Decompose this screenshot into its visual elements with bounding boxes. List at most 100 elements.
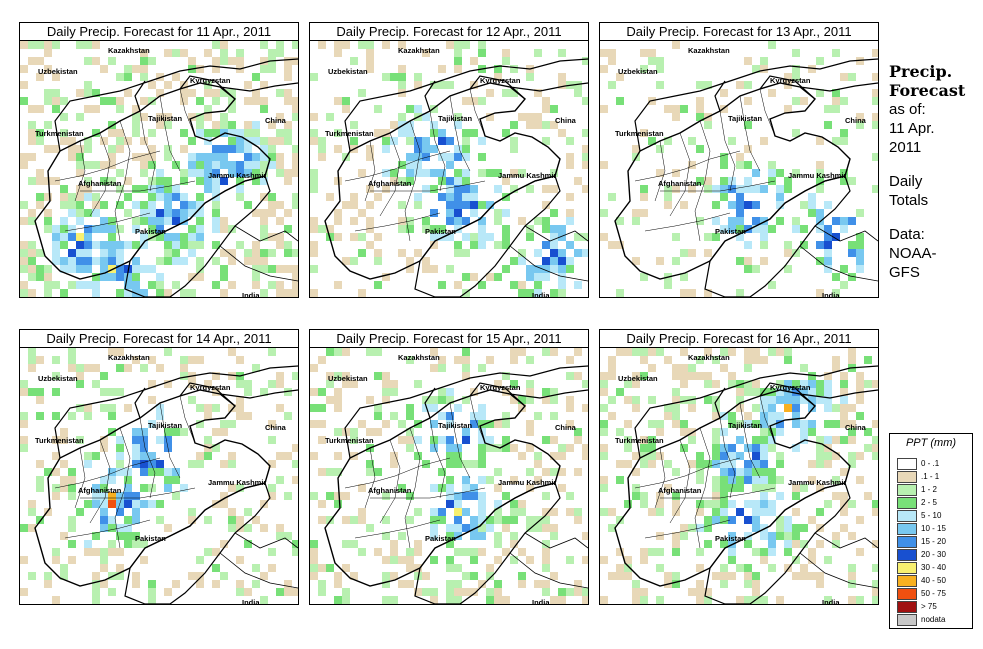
precip-cell	[212, 388, 220, 396]
precip-cell	[284, 265, 292, 273]
precip-cell	[164, 380, 172, 388]
precip-cell	[212, 169, 220, 177]
precip-cell	[268, 420, 276, 428]
precip-cell	[502, 492, 510, 500]
precip-cell	[864, 492, 872, 500]
precip-cell	[430, 508, 438, 516]
precip-cell	[728, 572, 736, 580]
precip-cell	[124, 500, 132, 508]
precip-cell	[696, 580, 704, 588]
precip-cell	[550, 596, 558, 604]
precip-cell	[28, 249, 36, 257]
precip-cell	[260, 193, 268, 201]
precip-cell	[672, 420, 680, 428]
precip-cell	[550, 412, 558, 420]
precip-cell	[390, 169, 398, 177]
precip-cell	[736, 476, 744, 484]
precip-cell	[292, 41, 298, 49]
precip-cell	[454, 185, 462, 193]
precip-cell	[848, 348, 856, 356]
precip-cell	[68, 137, 76, 145]
precip-cell	[656, 508, 664, 516]
precip-cell	[276, 265, 284, 273]
precip-cell	[204, 169, 212, 177]
precip-cell	[510, 257, 518, 265]
precip-cell	[438, 81, 446, 89]
precip-cell	[816, 396, 824, 404]
precip-cell	[92, 580, 100, 588]
precip-cell	[856, 452, 864, 460]
precip-cell	[640, 556, 648, 564]
precip-cell	[696, 468, 704, 476]
precip-cell	[276, 153, 284, 161]
precip-cell	[60, 436, 68, 444]
precip-cell	[792, 217, 800, 225]
precip-cell	[148, 217, 156, 225]
precip-cell	[68, 412, 76, 420]
precip-cell	[100, 556, 108, 564]
precip-cell	[116, 105, 124, 113]
precip-cell	[124, 177, 132, 185]
precip-cell	[252, 137, 260, 145]
precip-cell	[728, 380, 736, 388]
precip-cell	[228, 169, 236, 177]
regional-border	[634, 58, 878, 152]
precip-cell	[180, 49, 188, 57]
map-label: India	[532, 291, 550, 297]
precip-cell	[406, 177, 414, 185]
precip-cell	[550, 105, 558, 113]
precip-cell	[108, 548, 116, 556]
precip-cell	[52, 241, 60, 249]
precip-cell	[856, 476, 864, 484]
precip-cell	[116, 436, 124, 444]
precip-cell	[228, 137, 236, 145]
precip-cell	[140, 57, 148, 65]
precip-cell	[752, 588, 760, 596]
precip-cell	[494, 556, 502, 564]
precip-cell	[494, 420, 502, 428]
precip-cell	[382, 137, 390, 145]
precip-cell	[430, 596, 438, 604]
precip-cell	[502, 412, 510, 420]
precip-cell	[358, 89, 366, 97]
precip-cell	[784, 249, 792, 257]
precip-cell	[92, 281, 100, 289]
precip-cell	[132, 428, 140, 436]
precip-cell	[648, 452, 656, 460]
precip-cell	[624, 444, 632, 452]
precip-cell	[502, 241, 510, 249]
precip-cell	[116, 460, 124, 468]
precip-cell	[502, 225, 510, 233]
precip-cell	[116, 452, 124, 460]
precip-cell	[800, 241, 808, 249]
precip-cell	[462, 137, 470, 145]
precip-cell	[800, 484, 808, 492]
legend-label: 30 - 40	[921, 563, 946, 572]
precip-cell	[462, 145, 470, 153]
precip-cell	[172, 233, 180, 241]
precip-cell	[260, 217, 268, 225]
precip-cell	[318, 153, 326, 161]
legend-swatch	[897, 458, 917, 470]
precip-cell	[326, 468, 334, 476]
precip-cell	[236, 177, 244, 185]
precip-cell	[712, 444, 720, 452]
precip-cell	[462, 217, 470, 225]
precip-cell	[816, 444, 824, 452]
precip-cell	[20, 265, 28, 273]
map-label: Jammu Kashmir	[498, 171, 556, 180]
precip-cell	[44, 468, 52, 476]
precip-cell	[446, 177, 454, 185]
precip-cell	[414, 145, 422, 153]
precip-cell	[840, 436, 848, 444]
precip-cell	[382, 185, 390, 193]
precip-cell	[220, 289, 228, 297]
precip-cell	[132, 217, 140, 225]
precip-cell	[478, 500, 486, 508]
precip-cell	[284, 97, 292, 105]
precip-cell	[582, 444, 588, 452]
precip-cell	[704, 460, 712, 468]
precip-cell	[832, 233, 840, 241]
map-label: Kyrgyzstan	[770, 76, 811, 85]
precip-cell	[284, 249, 292, 257]
